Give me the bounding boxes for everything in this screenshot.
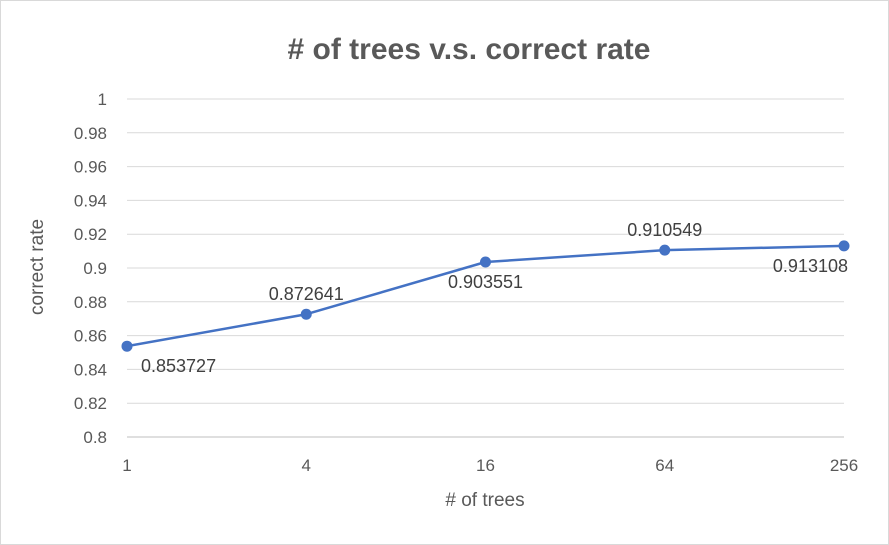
y-axis-ticks: 0.8 0.82 0.84 0.86 0.88 0.9 0.92 0.94 0.96 0.98 1 xyxy=(74,90,107,447)
data-label: 0.872641 xyxy=(269,284,344,304)
y-tick-label: 0.84 xyxy=(74,360,107,379)
y-tick-label: 0.86 xyxy=(74,327,107,346)
data-label: 0.853727 xyxy=(141,356,216,376)
y-axis-title: correct rate xyxy=(27,219,48,315)
x-tick-label: 16 xyxy=(476,456,495,475)
y-tick-label: 0.8 xyxy=(83,428,107,447)
x-tick-label: 4 xyxy=(302,456,311,475)
data-point xyxy=(121,340,133,352)
x-tick-label: 1 xyxy=(122,456,131,475)
series-layer: 0.853727 0.872641 0.903551 0.910549 0.913108 xyxy=(121,220,850,376)
y-tick-label: 0.96 xyxy=(74,158,107,177)
data-point xyxy=(659,244,671,256)
y-tick-label: 0.94 xyxy=(74,191,107,210)
y-tick-label: 0.9 xyxy=(83,259,107,278)
x-tick-label: 256 xyxy=(830,456,858,475)
data-label: 0.910549 xyxy=(627,220,702,240)
data-point xyxy=(838,240,850,252)
x-axis-ticks: 1 4 16 64 256 xyxy=(122,456,858,475)
y-tick-label: 0.98 xyxy=(74,124,107,143)
y-tick-label: 0.82 xyxy=(74,394,107,413)
x-axis-title: # of trees xyxy=(445,490,524,511)
y-tick-label: 0.92 xyxy=(74,225,107,244)
data-point xyxy=(480,256,491,268)
y-tick-label: 0.88 xyxy=(74,293,107,312)
chart-title: # of trees v.s. correct rate xyxy=(288,33,651,66)
x-tick-label: 64 xyxy=(655,456,674,475)
y-tick-label: 1 xyxy=(98,90,107,109)
data-label: 0.913108 xyxy=(773,256,848,276)
gridlines xyxy=(127,98,844,438)
data-label: 0.903551 xyxy=(448,272,523,292)
data-point xyxy=(300,308,312,320)
